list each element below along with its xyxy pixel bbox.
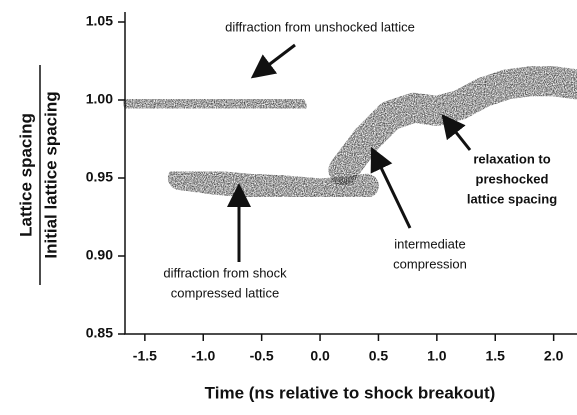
annotation: diffraction from unshocked lattice — [225, 19, 415, 34]
annotation: preshocked — [476, 171, 549, 186]
annotation: lattice spacing — [467, 191, 557, 206]
annotation: diffraction from shock — [163, 265, 287, 280]
plot-area — [123, 66, 577, 203]
y-tick-label: 0.90 — [86, 247, 113, 263]
y-tick-label: 1.05 — [86, 13, 113, 29]
annotation: compressed lattice — [171, 285, 279, 300]
annotation: intermediate — [394, 236, 466, 251]
x-tick-label: -1.0 — [191, 348, 215, 364]
arrow — [370, 146, 412, 229]
annotation: compression — [393, 256, 467, 271]
x-axis-title: Time (ns relative to shock breakout) — [205, 383, 496, 402]
y-axis-title: Lattice spacing Initial lattice spacing — [16, 65, 60, 285]
y-tick-label: 0.85 — [86, 325, 113, 341]
y-axis-title-denominator: Initial lattice spacing — [41, 91, 60, 258]
y-tick-label: 1.00 — [86, 91, 113, 107]
arrow — [250, 43, 296, 79]
x-tick-label: 0.5 — [369, 348, 389, 364]
data-band — [328, 66, 577, 186]
x-tick-label: 1.0 — [427, 348, 447, 364]
x-tick-label: 2.0 — [544, 348, 564, 364]
x-tick-label: 0.0 — [310, 348, 330, 364]
data-band — [123, 91, 307, 117]
data-band — [167, 166, 379, 203]
x-tick-label: -1.5 — [133, 348, 157, 364]
x-tick-label: -0.5 — [250, 348, 274, 364]
x-tick-label: 1.5 — [486, 348, 506, 364]
annotation: relaxation to — [473, 151, 550, 166]
arrows — [227, 43, 472, 262]
y-axis-title-numerator: Lattice spacing — [16, 113, 35, 237]
y-tick-label: 0.95 — [86, 169, 113, 185]
arrow — [441, 113, 472, 151]
